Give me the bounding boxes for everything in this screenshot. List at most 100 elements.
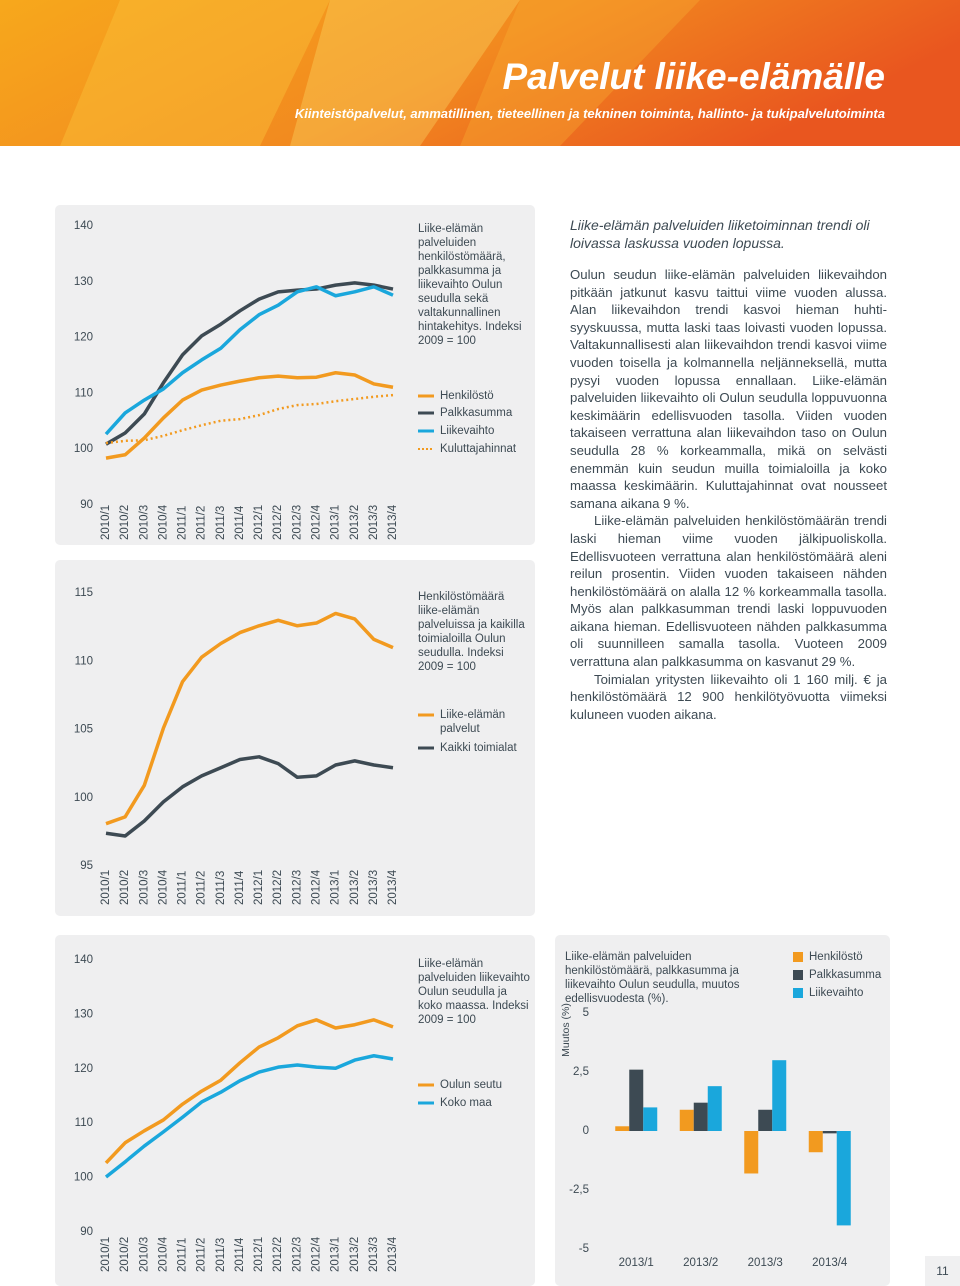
x-tick-label: 2013/4 — [387, 869, 399, 905]
x-tick-label: 2010/3 — [138, 1237, 150, 1272]
y-tick-label: 100 — [74, 443, 93, 455]
bar — [744, 1131, 759, 1174]
y-tick-label: 140 — [74, 954, 93, 966]
x-tick-label: 2010/4 — [157, 1236, 169, 1272]
legend-label: Oulun seutu — [440, 1079, 503, 1091]
panel — [55, 205, 535, 545]
x-tick-label: 2010/3 — [138, 505, 150, 540]
y-tick-label: 90 — [80, 499, 93, 511]
header-shape — [460, 0, 700, 146]
bar — [822, 1131, 837, 1134]
legend-symbol — [793, 970, 803, 980]
bar — [693, 1102, 708, 1131]
header-shape — [290, 0, 520, 146]
y-tick-label: 0 — [583, 1125, 589, 1137]
x-tick-label: 2011/1 — [177, 506, 189, 540]
y-tick-label: -2,5 — [569, 1184, 589, 1196]
article-lead: Liike-elämän palveluiden liiketoiminnan … — [570, 217, 870, 251]
y-tick-label: 100 — [74, 792, 93, 804]
x-tick-label: 2013/3 — [368, 505, 380, 540]
x-tick-label: 2013/3 — [748, 1257, 783, 1269]
y-tick-label: 130 — [74, 276, 93, 288]
y-axis-label: Muutos (%) — [560, 1003, 572, 1057]
legend-label: Palkkasumma — [809, 969, 882, 981]
legend-symbol — [793, 952, 803, 962]
page-number: 11 — [925, 1256, 960, 1286]
line — [104, 1053, 394, 1179]
y-tick-label: -5 — [579, 1243, 589, 1255]
x-tick-label: 2011/3 — [215, 1238, 227, 1272]
x-tick-label: 2011/3 — [215, 871, 227, 905]
legend-label: Henkilöstö — [809, 951, 863, 963]
x-tick-label: 2012/4 — [310, 1236, 322, 1272]
line — [105, 281, 394, 446]
y-tick-label: 105 — [74, 724, 93, 736]
y-tick-label: 95 — [80, 860, 93, 872]
page-subtitle: Kiinteistöpalvelut, ammatillinen, tietee… — [294, 106, 885, 121]
line — [104, 285, 394, 436]
x-tick-label: 2010/1 — [100, 1237, 112, 1272]
x-tick-label: 2012/2 — [272, 870, 284, 905]
bar — [836, 1131, 851, 1226]
x-tick-label: 2011/4 — [234, 1237, 246, 1272]
bar — [758, 1109, 773, 1131]
paragraph: Oulun seudun liike-elämän palveluiden li… — [570, 267, 887, 511]
bar — [772, 1060, 787, 1131]
header-shape — [60, 0, 330, 146]
y-tick-label: 140 — [74, 220, 93, 232]
x-tick-label: 2010/2 — [119, 505, 131, 540]
y-tick-label: 5 — [583, 1007, 589, 1019]
x-tick-label: 2012/2 — [272, 505, 284, 540]
paragraph: Liike-elämän palveluiden henkilöstömäärä… — [570, 513, 887, 670]
x-tick-label: 2010/1 — [100, 505, 112, 540]
page-title: Palvelut liike-elämälle — [502, 56, 885, 97]
x-tick-label: 2013/4 — [387, 1236, 399, 1272]
x-tick-label: 2012/1 — [253, 505, 265, 540]
x-tick-label: 2013/1 — [330, 505, 342, 540]
x-tick-label: 2010/2 — [119, 870, 131, 905]
y-tick-label: 120 — [74, 332, 93, 344]
x-tick-label: 2012/3 — [291, 505, 303, 540]
x-tick-label: 2010/3 — [138, 870, 150, 905]
x-tick-label: 2013/3 — [368, 1237, 380, 1272]
x-tick-label: 2010/2 — [119, 1237, 131, 1272]
y-tick-label: 115 — [75, 587, 93, 599]
y-tick-label: 100 — [74, 1172, 93, 1184]
x-tick-label: 2013/2 — [349, 505, 361, 540]
bar — [808, 1131, 823, 1153]
panel — [555, 935, 890, 1286]
legend-label: Henkilöstö — [440, 390, 494, 402]
x-tick-label: 2012/4 — [310, 504, 322, 540]
legend-label: Kuluttajahinnat — [440, 443, 517, 455]
line — [105, 371, 394, 460]
header-band — [0, 0, 960, 146]
x-tick-label: 2011/3 — [215, 506, 227, 540]
panel — [55, 935, 535, 1286]
x-tick-label: 2013/2 — [349, 1237, 361, 1272]
legend-symbol — [793, 988, 803, 998]
x-tick-label: 2011/2 — [196, 1238, 208, 1272]
legend-label: Kaikki toimialat — [440, 742, 517, 754]
x-tick-label: 2013/3 — [368, 870, 380, 905]
x-tick-label: 2012/2 — [272, 1237, 284, 1272]
x-tick-label: 2013/4 — [387, 504, 399, 540]
line — [104, 1018, 394, 1165]
bar — [679, 1109, 694, 1131]
y-tick-label: 120 — [74, 1063, 93, 1075]
legend-label: Liikevaihto — [809, 987, 864, 999]
bar — [707, 1086, 722, 1131]
x-tick-label: 2013/2 — [349, 870, 361, 905]
chart-title: Liike-elämän palveluiden henkilöstömäärä… — [565, 951, 740, 1005]
x-tick-label: 2012/1 — [253, 1237, 265, 1272]
y-tick-label: 110 — [75, 1117, 93, 1129]
x-tick-label: 2011/1 — [177, 1238, 189, 1272]
y-tick-label: 130 — [74, 1008, 93, 1020]
x-tick-label: 2012/1 — [253, 870, 265, 905]
x-tick-label: 2010/1 — [100, 870, 112, 905]
legend-label: Liikevaihto — [440, 425, 495, 437]
x-tick-label: 2010/4 — [157, 504, 169, 540]
y-tick-label: 2,5 — [573, 1066, 589, 1078]
chart-title: Liike-elämän palveluiden henkilöstömäärä… — [418, 223, 522, 347]
